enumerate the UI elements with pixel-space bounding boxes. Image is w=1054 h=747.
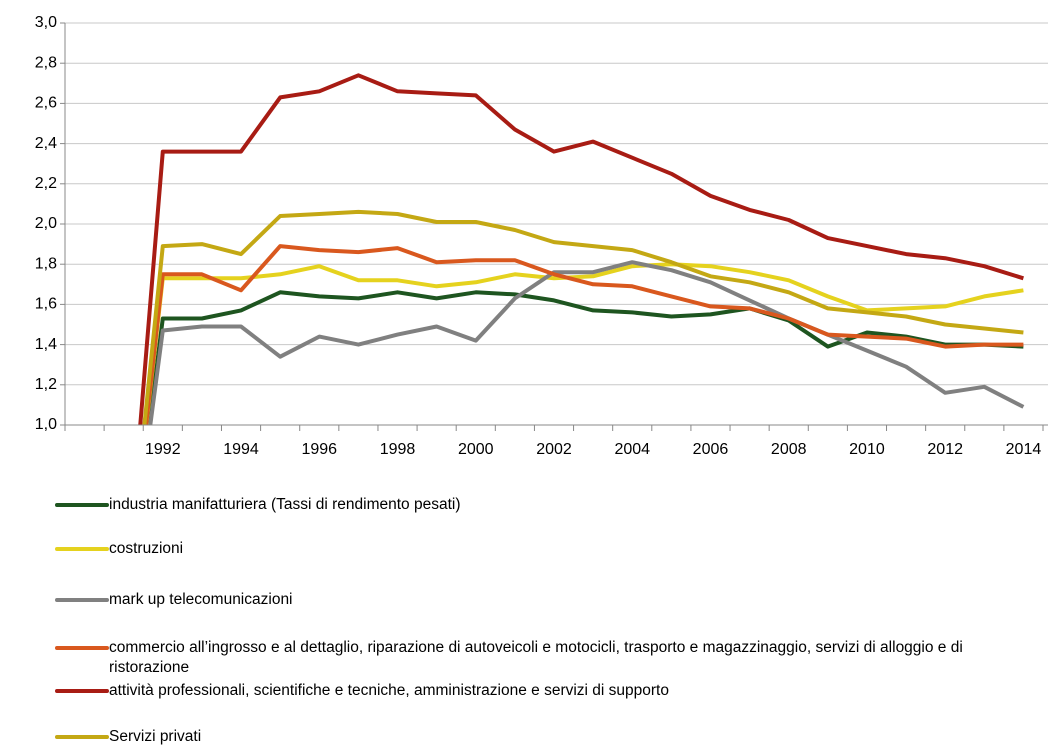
y-tick-label: 3,0 [35, 14, 57, 31]
legend-swatch [55, 689, 109, 693]
y-tick-label: 2,8 [35, 54, 57, 71]
x-tick-label: 1998 [380, 441, 416, 458]
legend-item: mark up telecomunicazioni [55, 590, 1045, 610]
legend-swatch [55, 598, 109, 602]
legend-swatch [55, 735, 109, 739]
legend-item: industria manifatturiera (Tassi di rendi… [55, 495, 1045, 515]
x-tick-label: 2008 [771, 441, 807, 458]
legend-item: attività professionali, scientifiche e t… [55, 681, 1045, 701]
x-tick-label: 1992 [145, 441, 181, 458]
y-tick-label: 1,8 [35, 255, 57, 272]
legend-swatch [55, 646, 109, 650]
legend-label: mark up telecomunicazioni [109, 591, 293, 608]
x-tick-label: 2012 [927, 441, 963, 458]
legend-label: industria manifatturiera (Tassi di rendi… [109, 496, 461, 513]
series-line [138, 73, 1024, 425]
y-tick-label: 2,0 [35, 215, 57, 232]
legend-item: Servizi privati [55, 727, 1045, 747]
y-tick-label: 1,4 [35, 336, 57, 353]
chart: 1,0 1,2 1,4 1,6 1,8 2,0 2,2 2,4 2,6 2,8 3,0 1992 199… [35, 14, 1048, 458]
legend-swatch [55, 503, 109, 507]
x-tick-label: 2006 [693, 441, 729, 458]
series-line [144, 244, 1024, 425]
legend-label: costruzioni [109, 540, 184, 557]
legend-item: costruzioni [55, 539, 1045, 559]
legend-label: attività professionali, scientifiche e t… [109, 682, 669, 699]
legend-item: commercio all’ingrosso e al dettaglio, r… [55, 638, 1045, 678]
legend-swatch [55, 547, 109, 551]
x-tick-label: 2004 [614, 441, 650, 458]
x-tick-label: 2010 [849, 441, 885, 458]
series-line [142, 209, 1024, 425]
legend-label: commercio all’ingrosso e al dettaglio, r… [109, 639, 963, 676]
legend-label: Servizi privati [109, 728, 202, 745]
y-tick-label: 2,4 [35, 135, 57, 152]
y-tick-label: 1,0 [35, 416, 57, 433]
y-tick-label: 2,2 [35, 175, 57, 192]
series-line [147, 290, 1024, 425]
y-tick-label: 1,2 [35, 376, 57, 393]
x-tick-label: 2014 [1006, 441, 1042, 458]
x-tick-label: 1994 [223, 441, 259, 458]
x-tick-label: 1996 [301, 441, 337, 458]
series-line [148, 260, 1025, 425]
x-tick-label: 2002 [536, 441, 572, 458]
series-line [144, 262, 1024, 425]
y-tick-label: 2,6 [35, 95, 57, 112]
y-tick-label: 1,6 [35, 296, 57, 313]
x-tick-label: 2000 [458, 441, 494, 458]
